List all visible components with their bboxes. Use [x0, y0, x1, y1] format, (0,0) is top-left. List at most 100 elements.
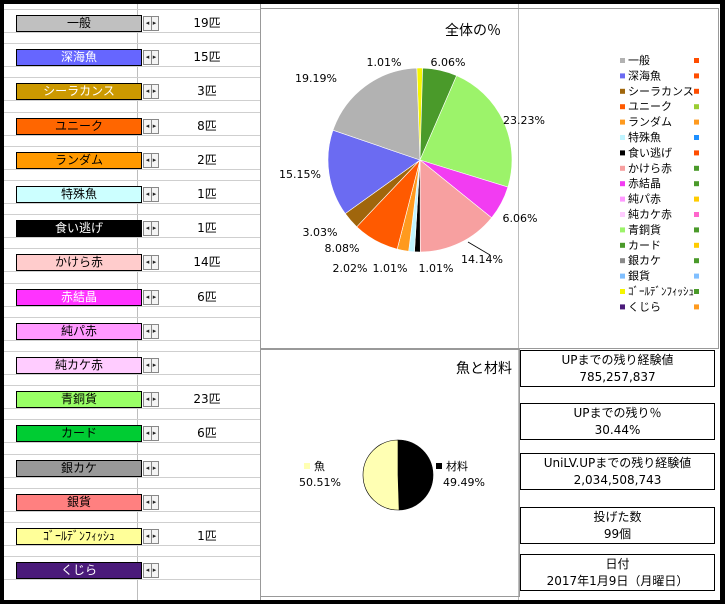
pie-slice-0: [362, 439, 400, 511]
row-line: [4, 442, 260, 443]
decrement-button[interactable]: ◂: [144, 325, 152, 338]
increment-button[interactable]: ▸: [152, 53, 157, 61]
increment-button[interactable]: ▸: [152, 498, 157, 506]
item-spinner[interactable]: ◂ ▸: [143, 358, 159, 373]
legend-marker: [694, 104, 699, 110]
item-count: [160, 324, 254, 339]
item-label: ｺﾞｰﾙﾃﾞﾝﾌｨｯｼｭ: [16, 528, 142, 545]
decrement-button[interactable]: ◂: [144, 188, 152, 201]
pie-data-label: 49.49%: [443, 476, 485, 489]
decrement-button[interactable]: ◂: [144, 393, 152, 406]
item-spinner[interactable]: ◂ ▸: [143, 221, 159, 236]
row-line: [4, 32, 260, 33]
pie-data-label: 8.08%: [325, 242, 360, 255]
item-spinner[interactable]: ◂ ▸: [143, 529, 159, 544]
decrement-button[interactable]: ◂: [144, 359, 152, 372]
item-count: 1匹: [197, 187, 217, 201]
increment-button[interactable]: ▸: [152, 361, 157, 369]
increment-button[interactable]: ▸: [152, 224, 157, 232]
row-line: [4, 317, 260, 318]
decrement-button[interactable]: ◂: [144, 17, 152, 30]
item-spinner[interactable]: ◂ ▸: [143, 324, 159, 339]
legend-label: 銀貨: [628, 269, 650, 283]
item-label: 青銅貨: [16, 391, 142, 408]
increment-button[interactable]: ▸: [152, 429, 157, 437]
row-line: [4, 306, 260, 307]
item-count: 1匹: [197, 529, 217, 543]
row-line: [4, 112, 260, 113]
stat-value: 2017年1月9日（月曜日）: [546, 574, 689, 588]
decrement-button[interactable]: ◂: [144, 564, 152, 577]
decrement-button[interactable]: ◂: [144, 85, 152, 98]
row-line: [4, 248, 260, 249]
item-spinner[interactable]: ◂ ▸: [143, 563, 159, 578]
stat-value: 2,034,508,743: [573, 473, 662, 487]
increment-button[interactable]: ▸: [152, 19, 157, 27]
increment-button[interactable]: ▸: [152, 327, 157, 335]
increment-button[interactable]: ▸: [152, 156, 157, 164]
increment-button[interactable]: ▸: [152, 87, 157, 95]
decrement-button[interactable]: ◂: [144, 222, 152, 235]
sheet-area: 一般 ◂ ▸ 19匹 深海魚 ◂ ▸ 15匹 シーラカンス ◂ ▸ 3匹 ユニーク ◂ ▸ 8匹 ランダム ◂ ▸ 2…: [4, 4, 720, 600]
legend-marker: [694, 304, 699, 310]
legend-marker: [694, 196, 699, 202]
item-spinner[interactable]: ◂ ▸: [143, 392, 159, 407]
item-label: ランダム: [16, 152, 142, 169]
row-line: [4, 9, 260, 10]
increment-button[interactable]: ▸: [152, 464, 157, 472]
increment-button[interactable]: ▸: [152, 190, 157, 198]
decrement-button[interactable]: ◂: [144, 427, 152, 440]
item-spinner[interactable]: ◂ ▸: [143, 461, 159, 476]
fish-material-pie-chart: 魚と材料 魚 50.51% 材料 49.49%: [299, 361, 512, 511]
item-spinner[interactable]: ◂ ▸: [143, 255, 159, 270]
item-spinner[interactable]: ◂ ▸: [143, 290, 159, 305]
item-spinner[interactable]: ◂ ▸: [143, 84, 159, 99]
decrement-button[interactable]: ◂: [144, 496, 152, 509]
pie-data-label: 6.06%: [503, 212, 538, 225]
item-spinner[interactable]: ◂ ▸: [143, 119, 159, 134]
increment-button[interactable]: ▸: [152, 293, 157, 301]
decrement-button[interactable]: ◂: [144, 154, 152, 167]
item-spinner[interactable]: ◂ ▸: [143, 187, 159, 202]
item-count: 23匹: [193, 392, 221, 406]
item-label: カード: [16, 425, 142, 442]
legend-marker: [694, 150, 699, 156]
increment-button[interactable]: ▸: [152, 258, 157, 266]
row-line: [4, 100, 260, 101]
decrement-button[interactable]: ◂: [144, 120, 152, 133]
item-label: 深海魚: [16, 49, 142, 66]
stat-label: UPまでの残り％: [573, 406, 662, 420]
legend-swatch: [304, 463, 310, 469]
grid-column-line: [518, 4, 519, 600]
increment-button[interactable]: ▸: [152, 566, 157, 574]
pie-data-label: 3.03%: [303, 226, 338, 239]
legend-label: ランダム: [628, 115, 672, 129]
decrement-button[interactable]: ◂: [144, 530, 152, 543]
legend-label: 一般: [628, 54, 650, 67]
increment-button[interactable]: ▸: [152, 122, 157, 130]
decrement-button[interactable]: ◂: [144, 462, 152, 475]
decrement-button[interactable]: ◂: [144, 291, 152, 304]
pie-data-label: 15.15%: [279, 168, 321, 181]
stat-box: [520, 453, 715, 490]
item-label: 一般: [16, 15, 142, 32]
item-spinner[interactable]: ◂ ▸: [143, 16, 159, 31]
decrement-button[interactable]: ◂: [144, 51, 152, 64]
stat-value: 785,257,837: [579, 370, 656, 384]
stat-label: UniLV.UPまでの残り経験値: [543, 456, 692, 470]
item-spinner[interactable]: ◂ ▸: [143, 153, 159, 168]
item-spinner[interactable]: ◂ ▸: [143, 50, 159, 65]
increment-button[interactable]: ▸: [152, 395, 157, 403]
legend-swatch: [620, 289, 625, 294]
legend-marker: [694, 88, 699, 94]
pie-data-label: 1.01%: [373, 262, 408, 275]
legend-marker: [694, 242, 699, 248]
pie-slice-0: [332, 67, 421, 161]
legend-swatch: [620, 304, 625, 310]
decrement-button[interactable]: ◂: [144, 256, 152, 269]
increment-button[interactable]: ▸: [152, 532, 157, 540]
legend-marker: [694, 165, 699, 171]
pie-slice-7: [419, 159, 493, 253]
item-spinner[interactable]: ◂ ▸: [143, 426, 159, 441]
item-spinner[interactable]: ◂ ▸: [143, 495, 159, 510]
